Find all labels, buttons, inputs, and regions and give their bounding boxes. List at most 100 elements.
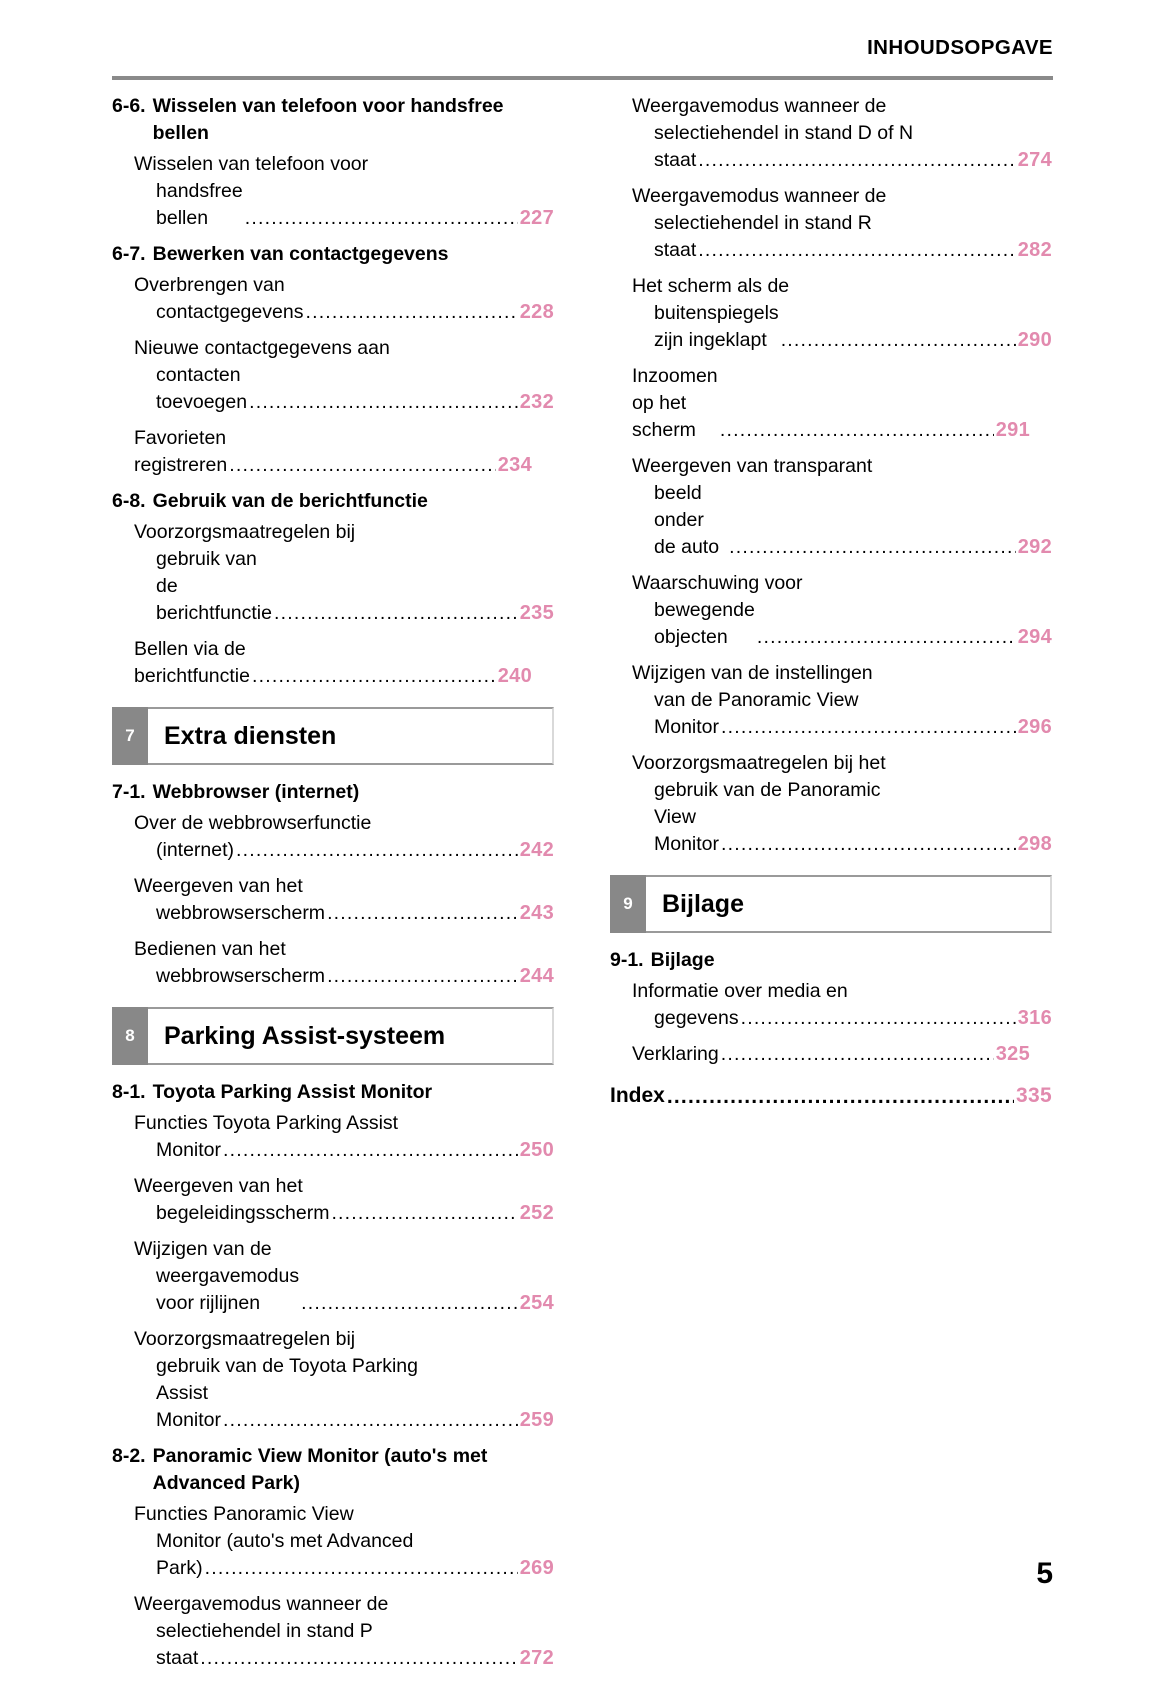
toc-entry-line: Weergavemodus wanneer de xyxy=(134,1591,532,1618)
toc-leader-dots xyxy=(698,237,1015,264)
toc-entry[interactable]: Functies Toyota Parking Assist Monitor 25… xyxy=(112,1110,554,1164)
toc-page-number[interactable]: 274 xyxy=(1017,149,1052,171)
toc-entry[interactable]: Waarschuwing voor bewegende objecten 294 xyxy=(610,570,1052,651)
toc-page-number[interactable]: 294 xyxy=(1017,626,1052,648)
toc-page-number[interactable]: 296 xyxy=(1017,716,1052,738)
toc-page-number[interactable]: 325 xyxy=(995,1043,1030,1065)
toc-entry-text: Wijzigen van de xyxy=(134,1238,272,1260)
toc-entry[interactable]: Weergavemodus wanneer de selectiehendel i… xyxy=(112,1591,554,1672)
toc-entry[interactable]: Weergeven van transparant beeld onder de … xyxy=(610,453,1052,561)
toc-page-number[interactable]: 282 xyxy=(1017,239,1052,261)
toc-page-number[interactable]: 298 xyxy=(1017,833,1052,855)
toc-entry[interactable]: Voorzorgsmaatregelen bij gebruik van de T… xyxy=(112,1326,554,1434)
toc-entry[interactable]: Weergeven van het webbrowserscherm 243 xyxy=(112,873,554,927)
toc-entry[interactable]: Nieuwe contactgegevens aan contacten toev… xyxy=(112,335,554,416)
toc-entry[interactable]: Favorieten registreren 234 xyxy=(112,425,554,479)
toc-section-number: 8-2. xyxy=(112,1445,146,1467)
toc-entry[interactable]: Wisselen van telefoon voor handsfree bell… xyxy=(112,151,554,232)
toc-leader-dots xyxy=(223,1407,518,1434)
toc-section-heading[interactable]: 8-2. Panoramic View Monitor (auto's met A… xyxy=(112,1443,554,1497)
toc-entry-text: selectiehendel in stand R xyxy=(654,212,872,234)
toc-entry[interactable]: Verklaring 325 xyxy=(610,1041,1052,1068)
toc-page-number[interactable]: 232 xyxy=(519,391,554,413)
toc-entry-text: Wijzigen van de instellingen xyxy=(632,662,873,684)
toc-page-number[interactable]: 240 xyxy=(497,665,532,687)
toc-entry-line: Weergavemodus wanneer de xyxy=(632,183,1030,210)
toc-section-heading[interactable]: 8-1. Toyota Parking Assist Monitor xyxy=(112,1079,554,1106)
toc-page-number[interactable]: 254 xyxy=(519,1292,554,1314)
toc-entry-text: Monitor xyxy=(156,1139,227,1161)
toc-entry-text: Bedienen van het xyxy=(134,938,286,960)
toc-leader-dots xyxy=(229,452,496,479)
toc-page-number[interactable]: 291 xyxy=(995,419,1030,441)
toc-leader-dots xyxy=(327,963,518,990)
toc-entry-line: contacten toevoegen 232 xyxy=(156,362,554,416)
toc-entry-text: Favorieten registreren xyxy=(134,427,232,476)
toc-leader-dots xyxy=(305,299,517,326)
toc-entry[interactable]: Het scherm als de buitenspiegels zijn ing… xyxy=(610,273,1052,354)
toc-page-number[interactable]: 250 xyxy=(519,1139,554,1161)
toc-chapter-banner[interactable]: 8 Parking Assist-systeem xyxy=(112,1007,554,1065)
toc-entry-line: Functies Panoramic View xyxy=(134,1501,532,1528)
toc-entry-line: Wijzigen van de instellingen xyxy=(632,660,1030,687)
toc-page-number[interactable]: 244 xyxy=(519,965,554,987)
toc-page-number[interactable]: 243 xyxy=(519,902,554,924)
toc-entry-text: Overbrengen van xyxy=(134,274,285,296)
toc-leader-dots xyxy=(200,1645,517,1672)
toc-index-entry[interactable]: Index 335 xyxy=(610,1082,1052,1110)
toc-section-heading[interactable]: 6-8. Gebruik van de berichtfunctie xyxy=(112,488,554,515)
toc-page-number[interactable]: 228 xyxy=(519,301,554,323)
toc-entry[interactable]: Weergavemodus wanneer de selectiehendel i… xyxy=(610,93,1052,174)
toc-page-number[interactable]: 269 xyxy=(519,1557,554,1579)
toc-entry-text: Functies Panoramic View xyxy=(134,1503,354,1525)
toc-page-number[interactable]: 235 xyxy=(519,602,554,624)
toc-entry-text: webbrowserscherm xyxy=(156,965,331,987)
toc-section-heading[interactable]: 6-7. Bewerken van contactgegevens xyxy=(112,241,554,268)
toc-entry[interactable]: Weergeven van het begeleidingsscherm 252 xyxy=(112,1173,554,1227)
toc-entry-line: Weergavemodus wanneer de xyxy=(632,93,1030,120)
toc-entry[interactable]: Voorzorgsmaatregelen bij gebruik van de b… xyxy=(112,519,554,627)
toc-entry-text: Monitor xyxy=(654,716,725,738)
toc-entry-line: Informatie over media en xyxy=(632,978,1030,1005)
toc-section-heading[interactable]: 9-1. Bijlage xyxy=(610,947,1052,974)
toc-section-heading[interactable]: 7-1. Webbrowser (internet) xyxy=(112,779,554,806)
toc-entry-line: View Monitor 298 xyxy=(654,804,1052,858)
toc-entry[interactable]: Over de webbrowserfunctie (internet) 242 xyxy=(112,810,554,864)
toc-page-number[interactable]: 292 xyxy=(1017,536,1052,558)
toc-entry-text: begeleidingsscherm xyxy=(156,1202,335,1224)
toc-entry[interactable]: Informatie over media en gegevens 316 xyxy=(610,978,1052,1032)
toc-entry[interactable]: Inzoomen op het scherm 291 xyxy=(610,363,1052,444)
toc-entry[interactable]: Overbrengen van contactgegevens 228 xyxy=(112,272,554,326)
toc-page-number[interactable]: 335 xyxy=(1016,1084,1052,1107)
toc-page-number[interactable]: 316 xyxy=(1017,1007,1052,1029)
toc-page-number[interactable]: 242 xyxy=(519,839,554,861)
toc-leader-dots xyxy=(274,600,518,627)
toc-page-number[interactable]: 272 xyxy=(519,1647,554,1669)
toc-page-number[interactable]: 259 xyxy=(519,1409,554,1431)
toc-entry[interactable]: Weergavemodus wanneer de selectiehendel i… xyxy=(610,183,1052,264)
toc-entry[interactable]: Bellen via de berichtfunctie 240 xyxy=(112,636,554,690)
toc-entry-line: Functies Toyota Parking Assist xyxy=(134,1110,532,1137)
toc-entry-line: Bedienen van het xyxy=(134,936,532,963)
toc-page-number[interactable]: 227 xyxy=(519,207,554,229)
toc-section-number: 8-1. xyxy=(112,1081,146,1103)
toc-entry-line: Voorzorgsmaatregelen bij het xyxy=(632,750,1030,777)
toc-leader-dots xyxy=(720,417,994,444)
toc-page-number[interactable]: 290 xyxy=(1017,329,1052,351)
toc-entry[interactable]: Voorzorgsmaatregelen bij het gebruik van … xyxy=(610,750,1052,858)
toc-entry[interactable]: Wijzigen van de instellingen van de Panor… xyxy=(610,660,1052,741)
toc-entry[interactable]: Functies Panoramic View Monitor (auto's m… xyxy=(112,1501,554,1582)
toc-entry-line: weergavemodus voor rijlijnen 254 xyxy=(156,1263,554,1317)
toc-chapter-banner[interactable]: 9 Bijlage xyxy=(610,875,1052,933)
toc-entry-line: Weergeven van het xyxy=(134,1173,532,1200)
toc-chapter-banner[interactable]: 7 Extra diensten xyxy=(112,707,554,765)
toc-entry-line: Het scherm als de xyxy=(632,273,1030,300)
toc-page-number[interactable]: 252 xyxy=(519,1202,554,1224)
toc-section-heading[interactable]: 6-6. Wisselen van telefoon voor handsfree… xyxy=(112,93,554,147)
toc-page-number[interactable]: 234 xyxy=(497,454,532,476)
toc-leader-dots xyxy=(741,1005,1016,1032)
toc-entry-text: bewegende objecten xyxy=(654,599,761,648)
toc-entry[interactable]: Bedienen van het webbrowserscherm 244 xyxy=(112,936,554,990)
toc-entry[interactable]: Wijzigen van de weergavemodus voor rijlij… xyxy=(112,1236,554,1317)
toc-entry-line: Weergeven van transparant xyxy=(632,453,1030,480)
